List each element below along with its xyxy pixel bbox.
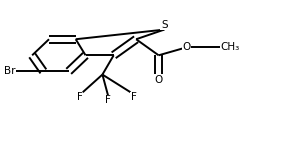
- Text: F: F: [77, 92, 83, 102]
- Text: S: S: [161, 20, 168, 30]
- Text: O: O: [183, 42, 191, 52]
- Text: Br: Br: [4, 66, 15, 76]
- Text: F: F: [130, 92, 136, 102]
- Text: F: F: [105, 95, 111, 105]
- Text: O: O: [155, 75, 163, 85]
- Text: CH₃: CH₃: [220, 42, 240, 52]
